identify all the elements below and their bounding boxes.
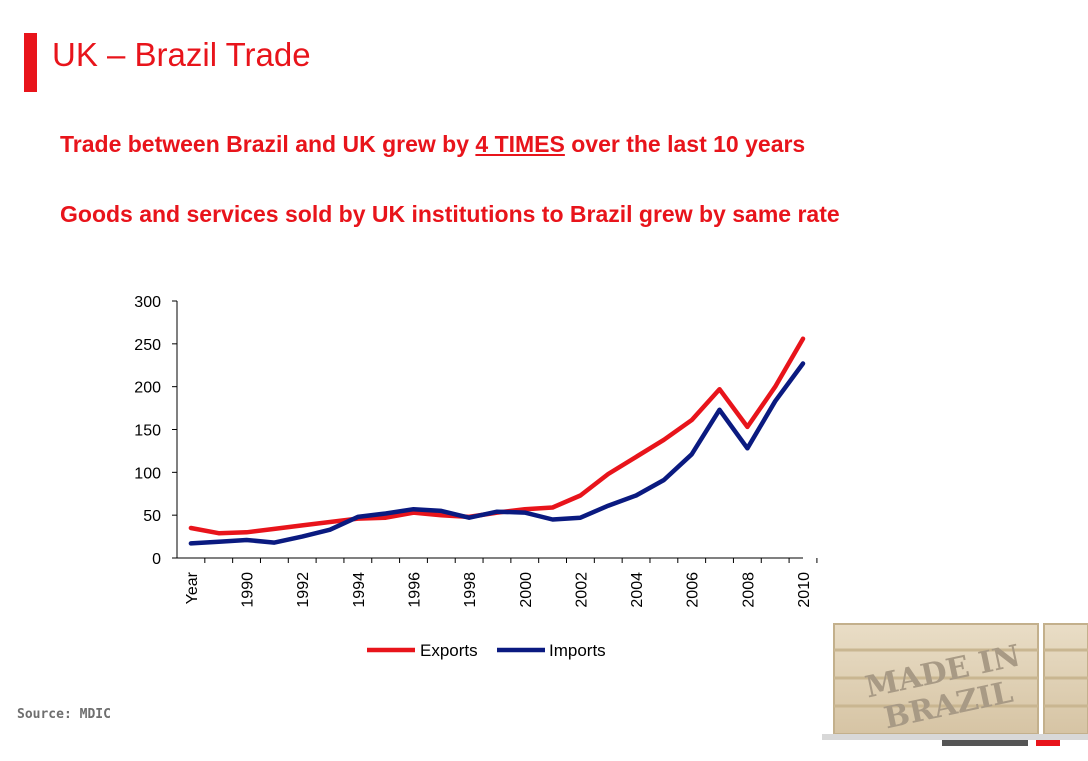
headline-1-emphasis: 4 TIMES: [475, 131, 565, 157]
y-tick-label: 300: [134, 294, 161, 311]
headline-1-after: over the last 10 years: [564, 131, 806, 157]
x-tick-label: Year: [184, 571, 201, 604]
page-title: UK – Brazil Trade: [52, 36, 311, 73]
y-tick-label: 250: [134, 337, 161, 354]
headline-1-before: Trade between Brazil and UK grew by: [60, 131, 476, 157]
y-tick-label: 50: [143, 508, 161, 525]
x-tick-label: 2000: [518, 572, 535, 608]
series-line-exports: [188, 336, 806, 536]
x-tick-label: 1992: [295, 572, 312, 608]
source-note: Source: MDIC: [17, 707, 111, 722]
headline-trade-growth: Trade between Brazil and UK grew by 4 TI…: [60, 131, 805, 158]
title-accent-bar: [24, 33, 37, 92]
x-tick-label: 2006: [685, 572, 702, 608]
x-tick-label: 1994: [351, 572, 368, 608]
made-in-brazil-crate-logo: MADE IN BRAZIL: [822, 623, 1088, 746]
legend-label-exports: Exports: [420, 641, 478, 660]
y-tick-label: 100: [134, 465, 161, 482]
x-tick-label: 2002: [573, 572, 590, 608]
x-tick-label: 2004: [629, 572, 646, 608]
x-tick-label: 1990: [240, 572, 257, 608]
headline-goods-services: Goods and services sold by UK institutio…: [60, 201, 840, 227]
x-tick-label: 2010: [796, 572, 813, 608]
legend-label-imports: Imports: [549, 641, 606, 660]
x-tick-label: 1998: [462, 572, 479, 608]
y-tick-label: 0: [152, 551, 161, 568]
y-tick-label: 150: [134, 423, 161, 440]
y-tick-label: 200: [134, 380, 161, 397]
series-line-imports: [188, 361, 806, 546]
x-tick-label: 1996: [406, 572, 423, 608]
x-tick-label: 2008: [740, 572, 757, 608]
